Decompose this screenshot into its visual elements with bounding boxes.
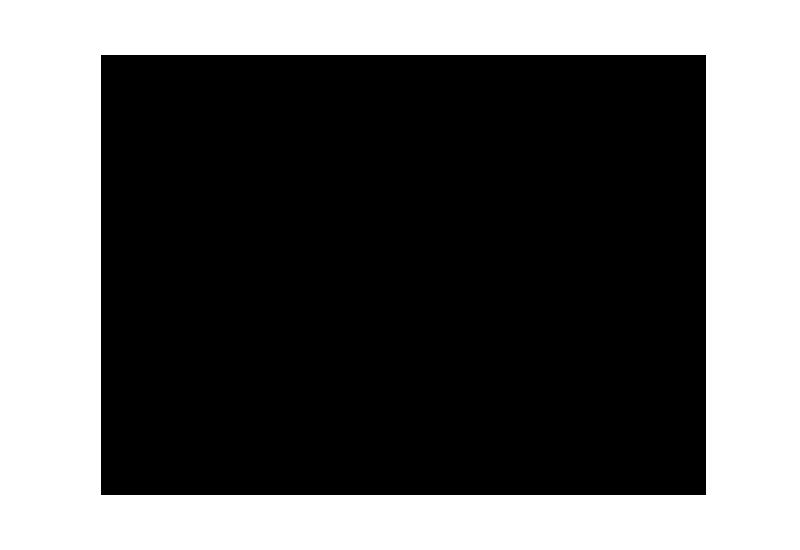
word-cloud <box>101 55 706 495</box>
